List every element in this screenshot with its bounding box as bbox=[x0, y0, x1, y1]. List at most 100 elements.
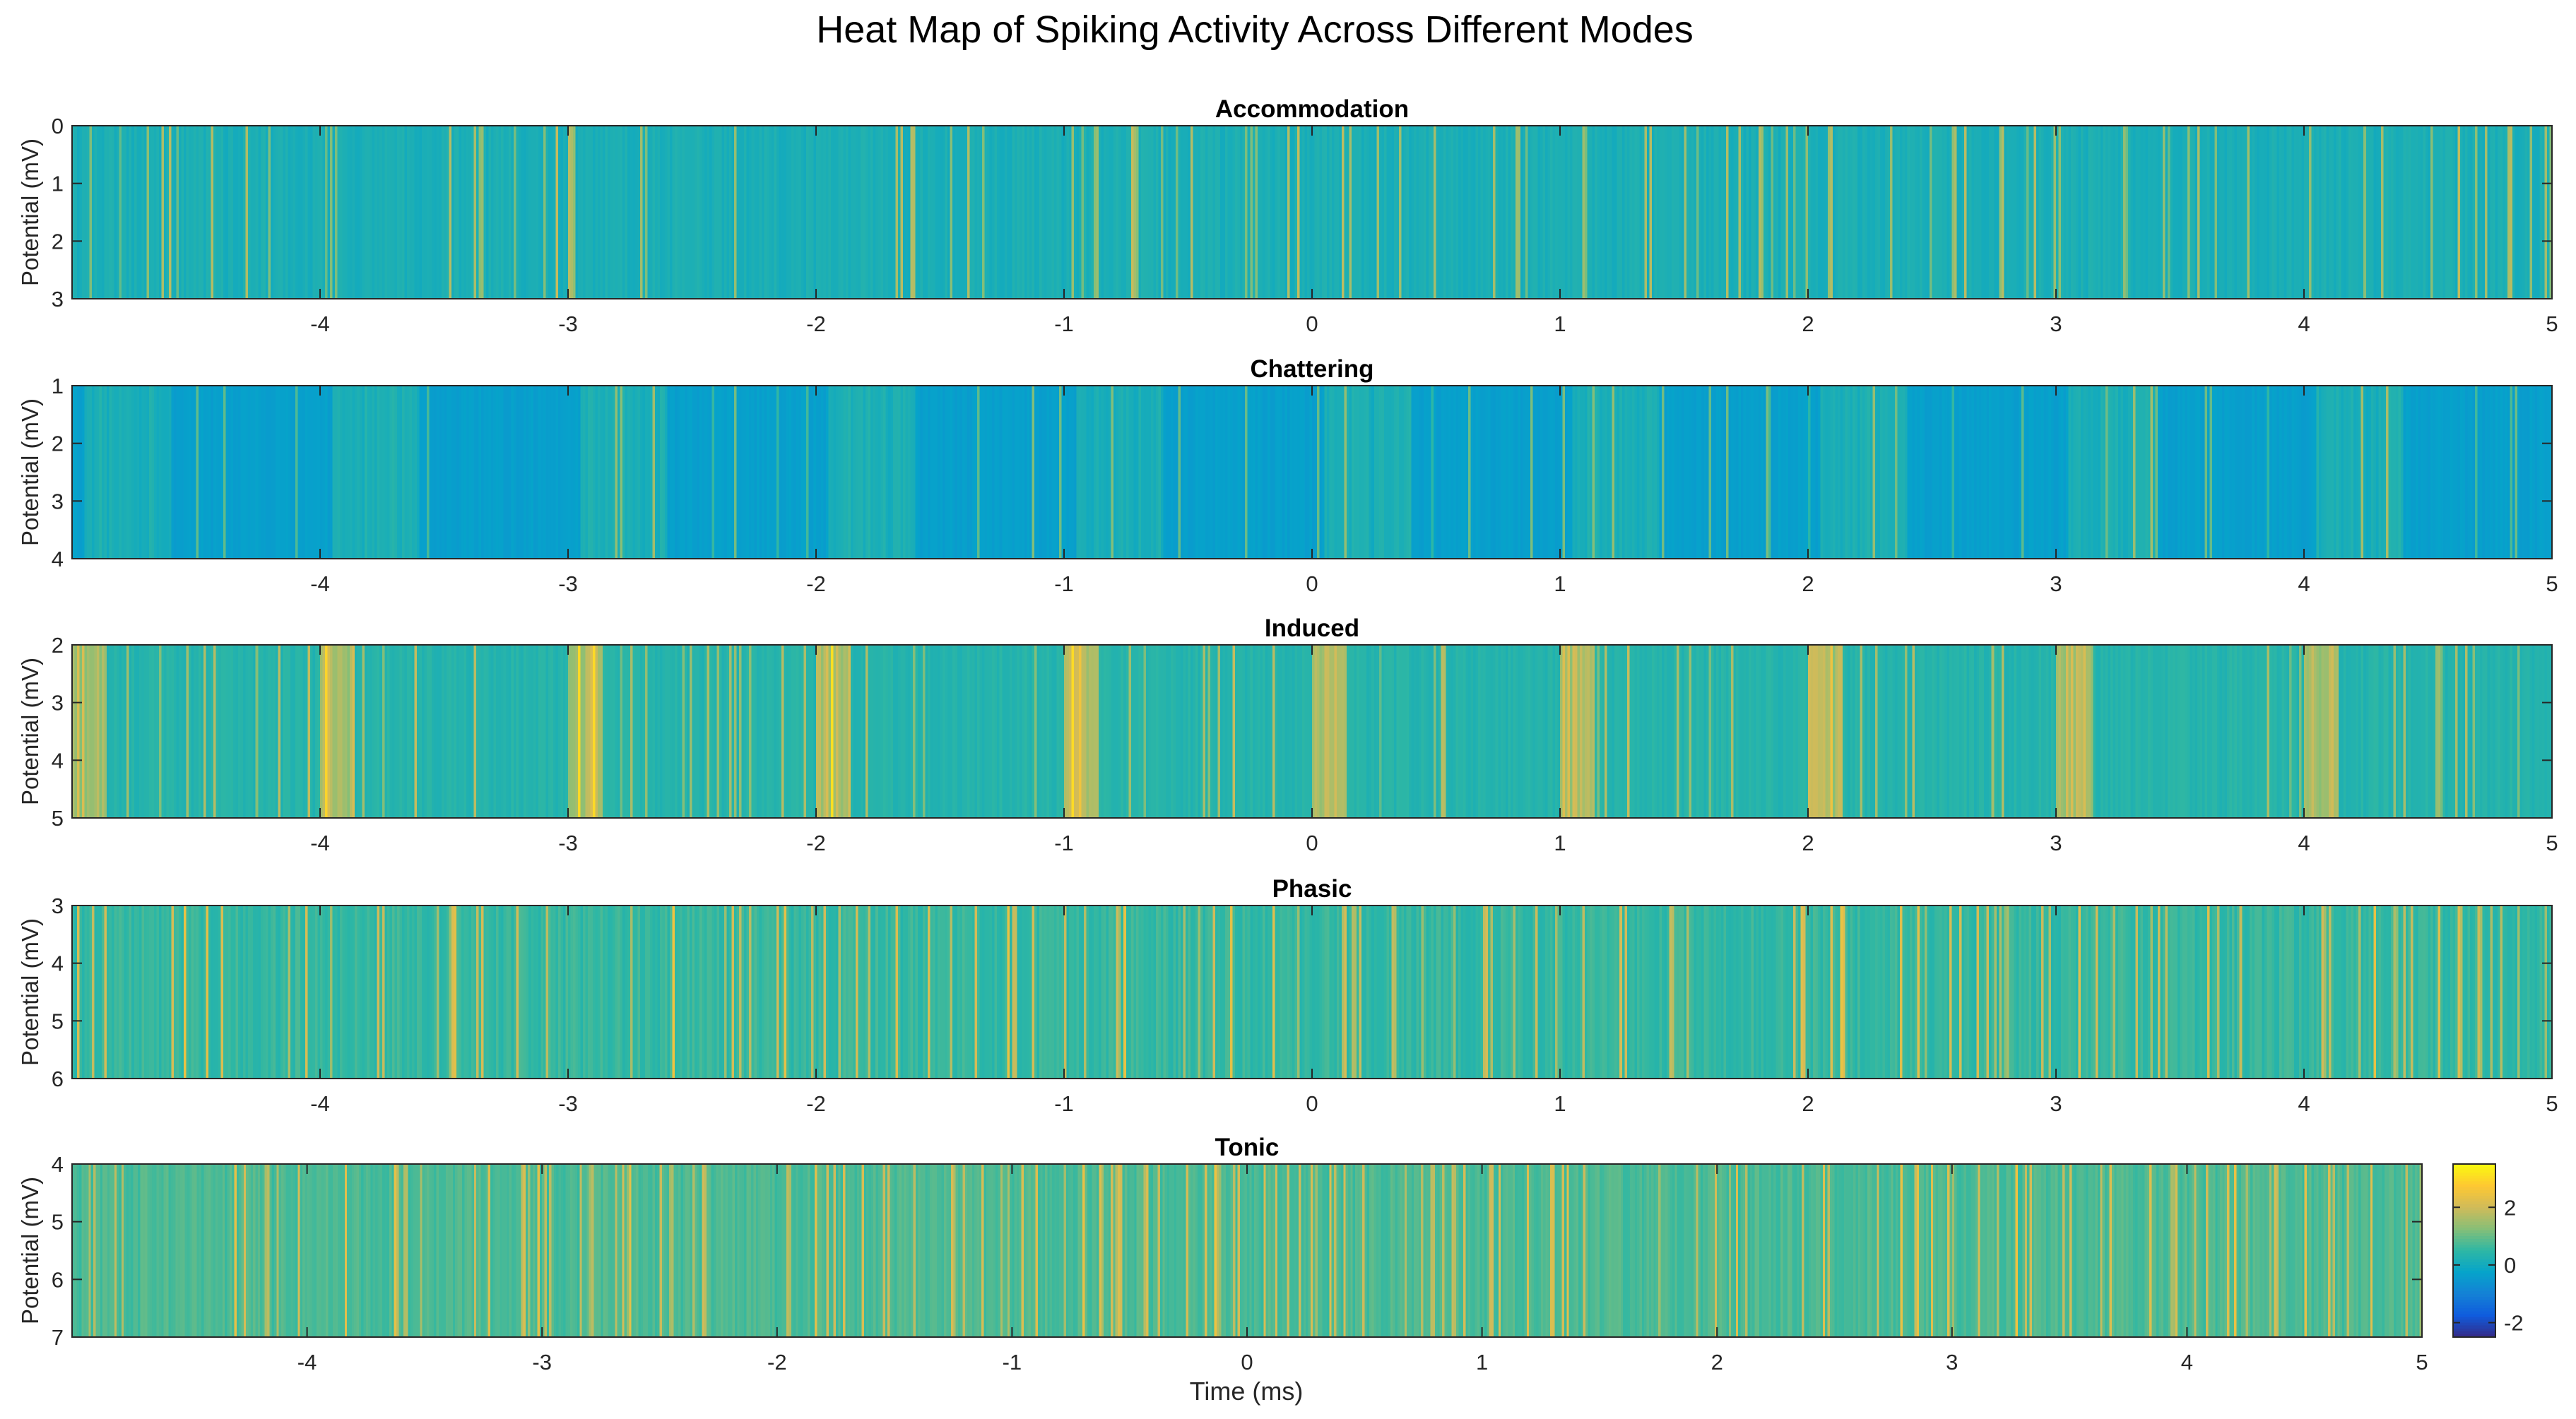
heatmap-cell bbox=[1141, 1164, 1145, 1337]
heatmap-cell bbox=[1773, 1164, 1777, 1337]
heatmap-cell bbox=[2515, 386, 2518, 559]
heatmap-cell bbox=[1634, 645, 1638, 818]
heatmap-cell bbox=[1713, 126, 1717, 299]
heatmap-cell bbox=[2162, 645, 2166, 818]
heatmap-cell bbox=[885, 645, 889, 818]
heatmap-cell bbox=[1656, 126, 1660, 299]
heatmap-cell bbox=[131, 906, 135, 1079]
heatmap-cell bbox=[1150, 1164, 1154, 1337]
heatmap-cell bbox=[1036, 645, 1040, 818]
x-tick-label: 1 bbox=[1554, 311, 1566, 336]
heatmap-cell bbox=[444, 645, 447, 818]
heatmap-cell bbox=[2271, 126, 2275, 299]
heatmap-cell bbox=[925, 386, 928, 559]
heatmap-cell bbox=[761, 126, 764, 299]
heatmap-cell bbox=[697, 1164, 700, 1337]
heatmap-cell bbox=[1401, 126, 1405, 299]
heatmap-cell bbox=[2336, 126, 2339, 299]
heatmap-cell bbox=[1810, 645, 1814, 818]
heatmap-cell bbox=[2229, 906, 2233, 1079]
heatmap-cell bbox=[1570, 645, 1573, 818]
heatmap-cell bbox=[2301, 906, 2305, 1079]
heatmap-cell bbox=[1605, 386, 1608, 559]
heatmap-cell bbox=[2353, 906, 2357, 1079]
heatmap-cell bbox=[861, 906, 864, 1079]
heatmap-cell bbox=[1123, 906, 1127, 1079]
heatmap-cell bbox=[2103, 126, 2106, 299]
heatmap-cell bbox=[2061, 645, 2064, 818]
heatmap-cell bbox=[899, 1164, 902, 1337]
heatmap-cell bbox=[2016, 906, 2020, 1079]
heatmap-cell bbox=[870, 906, 874, 1079]
heatmap-cell bbox=[1533, 1164, 1537, 1337]
heatmap-cell bbox=[321, 1164, 324, 1337]
heatmap-cell bbox=[739, 1164, 743, 1337]
heatmap-cell bbox=[863, 386, 866, 559]
heatmap-cell bbox=[1342, 126, 1345, 299]
heatmap-cell bbox=[734, 645, 738, 818]
heatmap-cell bbox=[2316, 645, 2320, 818]
heatmap-cell bbox=[1964, 126, 1968, 299]
heatmap-cell bbox=[2368, 386, 2372, 559]
heatmap-cell bbox=[2385, 126, 2389, 299]
heatmap-cell bbox=[2361, 645, 2364, 818]
heatmap-cell bbox=[461, 645, 465, 818]
heatmap-cell bbox=[1659, 386, 1662, 559]
heatmap-cell bbox=[2026, 386, 2030, 559]
heatmap-cell bbox=[1438, 386, 1442, 559]
heatmap-cell bbox=[1130, 645, 1134, 818]
heatmap-cell bbox=[1024, 906, 1028, 1079]
heatmap-cell bbox=[476, 126, 480, 299]
heatmap-cell bbox=[1656, 386, 1660, 559]
heatmap-cell bbox=[1771, 1164, 1774, 1337]
heatmap-cell bbox=[295, 386, 299, 559]
heatmap-cell bbox=[146, 126, 150, 299]
heatmap-cell bbox=[1364, 1164, 1368, 1337]
heatmap-cell bbox=[2539, 126, 2543, 299]
heatmap-cell bbox=[689, 386, 693, 559]
heatmap-cell bbox=[803, 126, 807, 299]
heatmap-cell bbox=[1494, 1164, 1497, 1337]
heatmap-cell bbox=[1828, 645, 1831, 818]
heatmap-cell bbox=[513, 386, 516, 559]
heatmap-cell bbox=[1460, 906, 1464, 1079]
heatmap-cell bbox=[82, 906, 85, 1079]
heatmap-cell bbox=[873, 1164, 877, 1337]
heatmap-cell bbox=[836, 645, 839, 818]
heatmap-cell bbox=[692, 906, 695, 1079]
heatmap-cell bbox=[1756, 126, 1759, 299]
heatmap-cell bbox=[1081, 126, 1085, 299]
heatmap-cell bbox=[107, 1164, 110, 1337]
heatmap-cell bbox=[2257, 126, 2260, 299]
heatmap-cell bbox=[1562, 645, 1566, 818]
heatmap-cell bbox=[1914, 645, 1918, 818]
heatmap-cell bbox=[709, 126, 713, 299]
heatmap-cell bbox=[350, 645, 353, 818]
heatmap-cell bbox=[360, 386, 363, 559]
heatmap-cell bbox=[389, 386, 393, 559]
y-axis-label: Potential (mV) bbox=[17, 918, 43, 1066]
heatmap-cell bbox=[2150, 645, 2153, 818]
heatmap-cell bbox=[568, 126, 572, 299]
heatmap-cell bbox=[1490, 906, 1494, 1079]
heatmap-cell bbox=[1245, 645, 1248, 818]
heatmap-cell bbox=[550, 906, 554, 1079]
heatmap-cell bbox=[2160, 386, 2163, 559]
heatmap-cell bbox=[2314, 645, 2317, 818]
heatmap-cell bbox=[1612, 386, 1615, 559]
heatmap-cell bbox=[288, 126, 291, 299]
heatmap-cell bbox=[1544, 386, 1549, 559]
heatmap-cell bbox=[917, 906, 921, 1079]
heatmap-cell bbox=[1329, 386, 1333, 559]
heatmap-cell bbox=[922, 645, 926, 818]
heatmap-cell bbox=[1954, 1164, 1958, 1337]
heatmap-cell bbox=[1472, 1164, 1476, 1337]
heatmap-cell bbox=[798, 126, 802, 299]
heatmap-cell bbox=[2113, 645, 2116, 818]
heatmap-cell bbox=[1606, 1164, 1609, 1337]
heatmap-cell bbox=[1132, 1164, 1135, 1337]
heatmap-cell bbox=[1138, 386, 1142, 559]
heatmap-cell bbox=[1828, 386, 1831, 559]
heatmap-cell bbox=[957, 1164, 961, 1337]
